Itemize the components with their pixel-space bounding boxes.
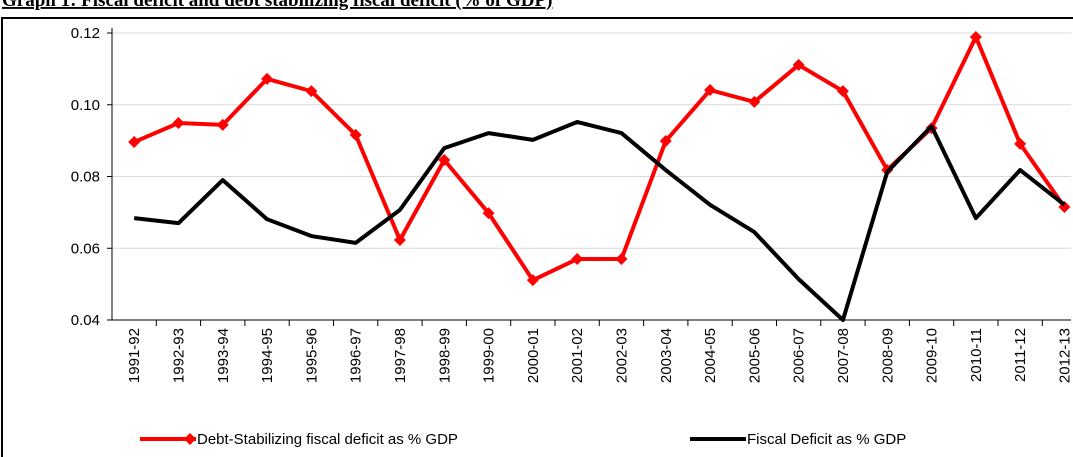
x-tick-label: 2012-13 bbox=[1056, 328, 1073, 383]
legend-label: Fiscal Deficit as % GDP bbox=[747, 431, 906, 448]
data-point bbox=[393, 233, 406, 246]
x-tick-label: 1998-99 bbox=[436, 328, 453, 383]
legend-marker bbox=[184, 433, 196, 445]
x-tick-label: 2008-09 bbox=[879, 328, 896, 383]
data-point bbox=[216, 118, 229, 131]
data-point bbox=[659, 134, 672, 147]
data-point bbox=[526, 274, 539, 287]
x-tick-label: 2003-04 bbox=[658, 328, 675, 383]
data-point bbox=[792, 58, 805, 71]
y-tick-label: 0.04 bbox=[71, 312, 100, 329]
x-tick-label: 2001-02 bbox=[569, 328, 586, 383]
data-point bbox=[349, 128, 362, 141]
x-tick-label: 1991-92 bbox=[126, 328, 143, 383]
x-tick-label: 2011-12 bbox=[1012, 328, 1029, 382]
series-line bbox=[133, 119, 1066, 322]
chart-title: Graph 1: Fiscal deficit and debt stabili… bbox=[2, 0, 552, 11]
legend-label: Debt-Stabilizing fiscal deficit as % GDP bbox=[197, 431, 458, 448]
data-point bbox=[748, 95, 761, 108]
x-tick-label: 2004-05 bbox=[702, 328, 719, 383]
x-tick-label: 2006-07 bbox=[791, 328, 808, 383]
chart-frame bbox=[1, 17, 1073, 457]
x-tick-label: 2007-08 bbox=[835, 328, 852, 383]
x-tick-label: 2002-03 bbox=[613, 328, 630, 383]
data-point bbox=[438, 153, 451, 166]
data-point bbox=[172, 117, 185, 130]
x-tick-label: 2005-06 bbox=[746, 328, 763, 383]
x-tick-label: 1995-96 bbox=[303, 328, 320, 383]
data-point bbox=[128, 136, 141, 149]
plot: 1991-92 1992-93 1993-94 1994-95 1995-96 1996-… bbox=[112, 30, 1073, 383]
data-point bbox=[305, 85, 318, 98]
y-tick-label: 0.10 bbox=[71, 97, 100, 114]
x-tick-label: 1997-98 bbox=[392, 328, 409, 383]
data-point bbox=[969, 30, 982, 43]
y-tick-label: 0.08 bbox=[71, 169, 100, 186]
x-tick-label: 1993-94 bbox=[215, 328, 232, 383]
data-point bbox=[571, 253, 584, 266]
data-point bbox=[261, 72, 274, 85]
data-point bbox=[704, 84, 717, 97]
series-line bbox=[133, 34, 1067, 283]
data-point bbox=[615, 253, 628, 266]
x-tick-label: 1996-97 bbox=[348, 328, 365, 383]
x-tick-label: 1999-00 bbox=[481, 328, 498, 383]
x-tick-label: 2010-11 bbox=[968, 328, 985, 382]
data-point bbox=[1014, 137, 1027, 150]
x-tick-label: 1994-95 bbox=[259, 328, 276, 383]
x-tick-label: 2009-10 bbox=[924, 328, 941, 383]
y-tick-label: 0.12 bbox=[71, 25, 100, 42]
data-point bbox=[836, 85, 849, 98]
x-tick-label: 1992-93 bbox=[170, 328, 187, 383]
y-tick-label: 0.06 bbox=[71, 240, 100, 257]
x-tick-label: 2000-01 bbox=[525, 328, 542, 383]
data-point bbox=[482, 207, 495, 220]
